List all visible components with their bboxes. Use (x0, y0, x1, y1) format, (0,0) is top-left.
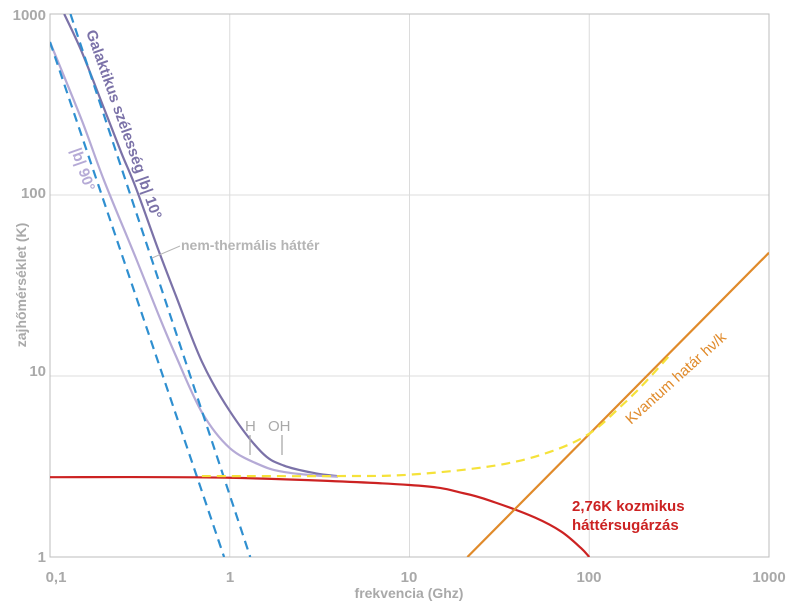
annotation-h: H (245, 418, 256, 435)
series-line-kvantum-hat-r-h-k-5 (466, 251, 769, 557)
x-axis-label: frekvencia (Ghz) (355, 585, 464, 601)
series-line-b-90-1 (50, 41, 339, 478)
series-line-nem-therm-lis-h-tt-r-2 (50, 41, 226, 557)
nem-thermalis-leader (151, 245, 181, 259)
annotation-oh: OH (268, 418, 291, 435)
series-line-2-76k-kozmikus-h-tt-rsug-rz-s-4 (50, 475, 591, 557)
x-tick-label: 100 (576, 569, 601, 586)
x-tick-label: 10 (401, 569, 418, 586)
annotation-nem-thermalis: nem-thermális háttér (181, 237, 320, 253)
grid (49, 13, 770, 558)
annotation-cmb-line1: 2,76K kozmikus (572, 498, 685, 515)
annotation-kvantum: Kvantum határ hν/k (622, 329, 730, 428)
series-line-galaktikus-sz-less-g-b-10-0 (63, 14, 339, 478)
x-tick-label: 1000 (752, 569, 785, 586)
y-tick-labels: 1 10 100 1000 (13, 7, 46, 566)
y-tick-label: 1000 (13, 7, 46, 24)
annotation-galaktikus: Galaktikus szélesség |b| 10° (82, 28, 165, 222)
series-layer (50, 14, 769, 557)
series-line-baseline-6 (201, 354, 671, 478)
y-tick-label: 1 (38, 549, 46, 566)
series-line-nem-therm-lis-h-tt-r-3 (69, 14, 252, 557)
plot-frame (49, 13, 770, 558)
x-tick-label: 0,1 (46, 569, 67, 586)
y-axis-label: zajhőmérséklet (K) (13, 223, 29, 347)
x-tick-labels: 0,1 1 10 100 1000 (46, 569, 786, 586)
annotation-cmb-line2: háttérsugárzás (572, 517, 679, 534)
y-tick-label: 100 (21, 185, 46, 202)
x-tick-label: 1 (226, 569, 234, 586)
y-tick-label: 10 (29, 363, 46, 380)
